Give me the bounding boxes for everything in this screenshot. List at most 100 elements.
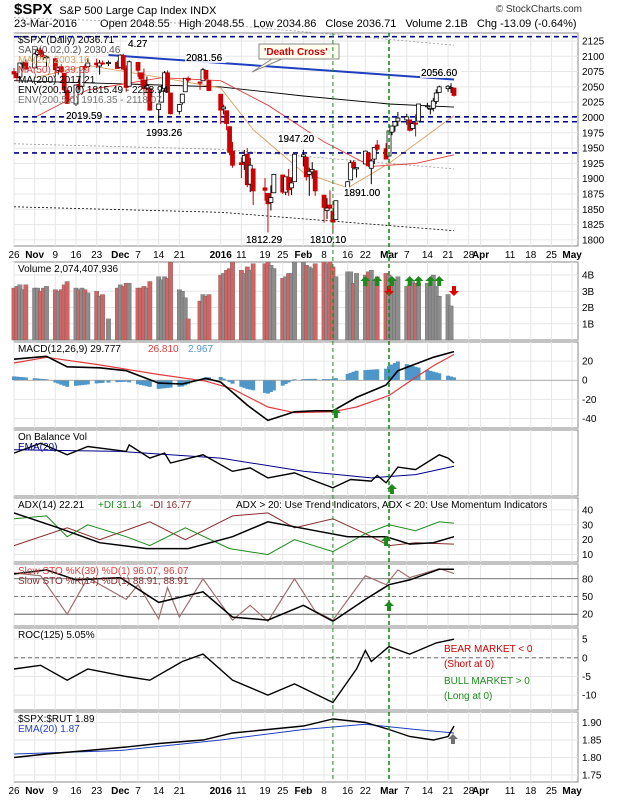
macd-arrow: [330, 408, 341, 418]
macd-histogram-bar: [366, 369, 371, 381]
quote-close: Close 2036.71: [325, 18, 397, 30]
roc-bear-label: BEAR MARKET < 0: [444, 644, 533, 655]
candle-body: [224, 110, 230, 124]
macd-histogram-bar: [322, 379, 327, 381]
macd-histogram-bar: [313, 378, 318, 381]
plus-di-line: [13, 515, 455, 556]
macd-histogram-bar: [286, 380, 291, 383]
macd-histogram-bar: [413, 366, 418, 381]
x-axis-label-bottom: 21: [174, 786, 186, 797]
x-axis-label-mid: Apr: [472, 250, 489, 261]
macd-histogram-bar: [20, 377, 25, 381]
macd-line: [13, 350, 455, 422]
candle-body: [451, 87, 457, 96]
macd-histogram-bar: [35, 378, 40, 381]
price-annotation: 1947.20: [278, 134, 315, 145]
y-tick-label: 0: [582, 653, 588, 664]
x-axis-label-bottom: 23: [91, 786, 103, 797]
volume-bar: [126, 282, 132, 341]
x-axis-label-bottom: 16: [342, 786, 354, 797]
macd-histogram-bar: [227, 380, 232, 383]
legend-entry: ENV(200,5.0) 1916.35 - 2118.07: [18, 95, 162, 106]
y-tick-label: 2075: [582, 67, 605, 78]
legend-entry: 26.810: [148, 344, 179, 355]
macd-histogram-bar: [333, 378, 338, 381]
candle-body: [289, 182, 294, 189]
y-tick-label: 1800: [582, 235, 605, 246]
macd-histogram-bar: [292, 379, 297, 381]
x-axis-label-mid: 16: [342, 250, 354, 261]
ratio-arrow: [447, 734, 458, 744]
candle-body: [85, 62, 91, 68]
y-tick-label: 2050: [582, 82, 605, 93]
annotation-bg: [127, 38, 152, 49]
price-annotation: 2056.60: [421, 68, 458, 79]
x-axis-label-mid: 14: [153, 250, 165, 261]
volume-bar: [333, 276, 339, 341]
panel-frame-5: [13, 563, 579, 627]
macd-histogram-bar: [345, 373, 350, 381]
legend-entry: MACD(12,26,9) 29.777: [18, 344, 121, 355]
candle-body: [61, 72, 67, 91]
macd-histogram-bar: [56, 380, 61, 384]
legend-entry: ROC(125) 5.05%: [18, 630, 95, 641]
macd-histogram-bar: [407, 365, 412, 381]
candle-body: [156, 103, 162, 110]
sto-arrow: [384, 601, 395, 611]
y-tick-label: 20: [582, 535, 594, 546]
candle-body: [203, 69, 209, 80]
legend-entry: $SPX (Daily) 2036.71: [18, 35, 115, 46]
x-axis-label-bottom: 8: [321, 786, 327, 797]
macd-histogram-bar: [428, 370, 433, 381]
price-annotation: 2019.59: [66, 111, 103, 122]
y-tick-label: 2000: [582, 113, 605, 124]
candle-body: [392, 121, 398, 127]
candle-body: [324, 207, 330, 211]
candle-body: [250, 168, 256, 192]
candle-body: [82, 66, 88, 69]
panel-frame-7: [13, 711, 579, 783]
macd-histogram-bar: [449, 376, 454, 381]
legend-entry: EMA(20) 1.87: [18, 724, 80, 735]
macd-histogram-bar: [242, 380, 247, 388]
candle-body: [327, 204, 333, 209]
candle-body: [386, 130, 392, 157]
x-axis-label-mid: 16: [70, 250, 82, 261]
macd-signal-line: [13, 353, 455, 414]
volume-bar: [100, 294, 105, 341]
macd-histogram-bar: [127, 380, 132, 383]
macd-histogram-bar: [327, 379, 332, 381]
macd-histogram-bar: [221, 378, 226, 381]
x-axis-label-bottom: 22: [360, 786, 372, 797]
ratio-line: [13, 718, 455, 759]
macd-histogram-bar: [387, 366, 392, 381]
candle-body: [321, 194, 327, 208]
price-annotation: 1812.29: [246, 235, 283, 246]
candle-body: [413, 122, 418, 125]
candle-body: [179, 93, 185, 104]
y-tick-label: 2125: [582, 36, 605, 47]
macd-histogram-bar: [41, 379, 46, 381]
y-tick-label: 1975: [582, 128, 605, 139]
x-axis-label-bottom: 14: [422, 786, 434, 797]
candle-body: [430, 100, 436, 109]
y-tick-label: 20: [582, 610, 594, 621]
x-axis-label-mid: 11: [505, 250, 516, 261]
candle-body: [300, 154, 306, 158]
price-annotation: 1891.00: [344, 188, 381, 199]
death-cross-pointer: [251, 58, 283, 73]
candle-body: [416, 103, 421, 122]
price-annotation: 2056.60: [421, 68, 458, 79]
candle-body: [106, 61, 111, 65]
quote-open: Open 2048.55: [100, 18, 170, 30]
candle-body: [41, 55, 46, 58]
macd-histogram-bar: [82, 380, 87, 385]
x-axis-label-bottom: 26: [8, 786, 20, 797]
x-axis-label-bottom: 2016: [210, 786, 233, 797]
y-tick-label: 3B: [582, 287, 595, 298]
quote-change: Chg -13.09 (-0.64%): [476, 18, 577, 30]
macd-histogram-bar: [124, 380, 129, 382]
candle-body: [141, 79, 147, 90]
y-tick-label: 40: [582, 505, 594, 516]
macd-histogram-bar: [310, 378, 315, 381]
